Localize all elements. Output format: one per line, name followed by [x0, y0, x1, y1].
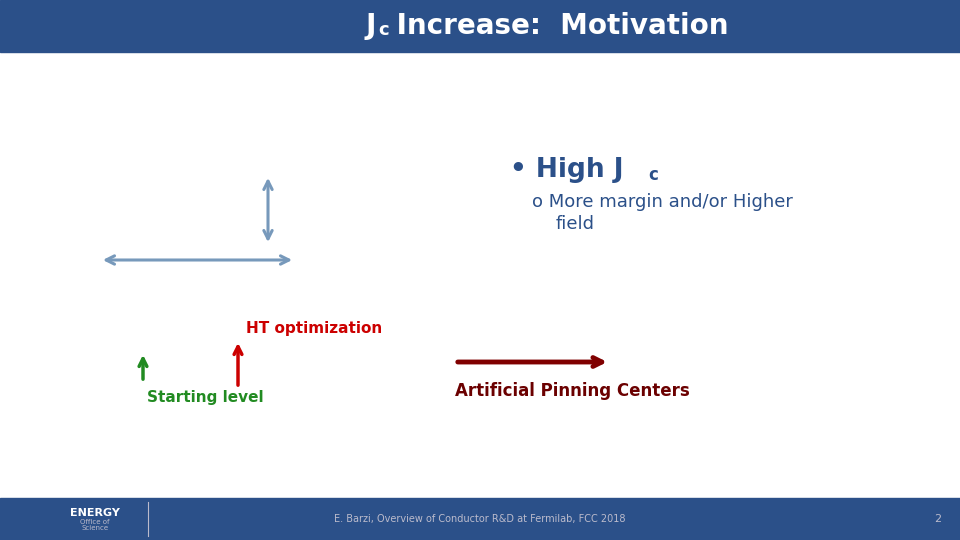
Text: E. Barzi, Overview of Conductor R&D at Fermilab, FCC 2018: E. Barzi, Overview of Conductor R&D at F…	[334, 514, 626, 524]
Text: Artificial Pinning Centers: Artificial Pinning Centers	[455, 382, 689, 400]
Bar	[0, 0, 960, 52]
Text: Starting level: Starting level	[147, 390, 264, 405]
Text: o More margin and/or Higher: o More margin and/or Higher	[532, 193, 793, 211]
Text: ENERGY: ENERGY	[70, 508, 120, 518]
Text: J: J	[365, 12, 375, 40]
Text: field: field	[556, 215, 595, 233]
Text: c: c	[648, 166, 658, 184]
Text: HT optimization: HT optimization	[246, 321, 382, 336]
Text: Increase:  Motivation: Increase: Motivation	[387, 12, 729, 40]
Text: c: c	[378, 21, 389, 39]
Text: Office of
Science: Office of Science	[81, 518, 109, 531]
Text: 2: 2	[934, 514, 942, 524]
Text: • High J: • High J	[510, 157, 623, 183]
Bar	[0, 498, 960, 540]
